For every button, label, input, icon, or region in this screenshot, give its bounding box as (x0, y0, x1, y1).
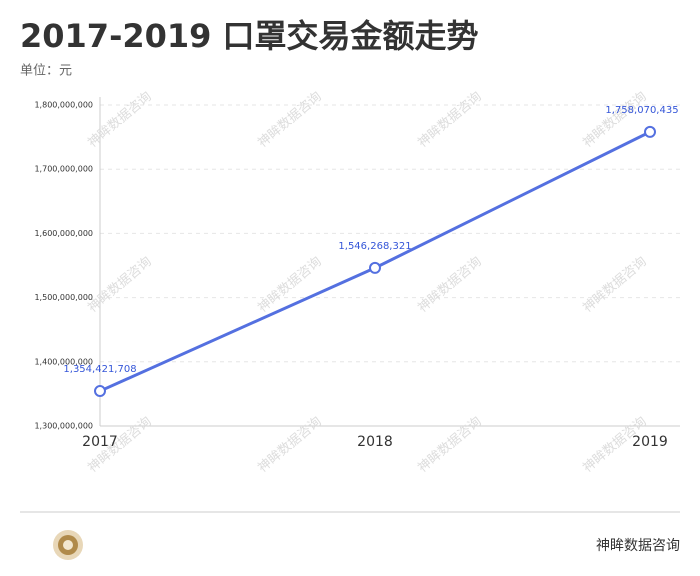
data-label: 1,758,070,435 (605, 105, 678, 116)
y-tick-label: 1,400,000,000 (34, 357, 93, 366)
chart-subtitle: 单位：元 (20, 64, 72, 79)
footer-source: 神眸数据咨询 (596, 537, 680, 554)
y-tick-label: 1,700,000,000 (34, 165, 93, 174)
watermark: 神眸数据咨询 (415, 88, 485, 150)
watermark: 神眸数据咨询 (255, 413, 325, 475)
point (369, 261, 381, 274)
point (94, 385, 106, 398)
x-tick-label: 2018 (357, 434, 393, 450)
data-label: 1,354,421,708 (63, 364, 136, 375)
y-tick-label: 1,300,000,000 (34, 422, 93, 431)
x-tick-label: 2017 (82, 434, 118, 450)
point (644, 125, 656, 138)
watermark: 神眸数据咨询 (85, 253, 155, 315)
watermark: 神眸数据咨询 (580, 88, 650, 150)
y-tick-label: 1,500,000,000 (34, 293, 93, 302)
chart-title: 2017-2019 口罩交易金额走势 (20, 17, 479, 55)
watermark: 神眸数据咨询 (580, 253, 650, 315)
watermark: 神眸数据咨询 (255, 88, 325, 150)
line (99, 130, 651, 393)
watermark: 神眸数据咨询 (415, 413, 485, 475)
y-tick-label: 1,800,000,000 (34, 101, 93, 110)
y-tick-label: 1,600,000,000 (34, 229, 93, 238)
logo (53, 530, 83, 560)
data-label: 1,546,268,321 (338, 241, 411, 252)
watermark: 神眸数据咨询 (415, 253, 485, 315)
x-tick-label: 2019 (632, 434, 668, 450)
watermark: 神眸数据咨询 (85, 88, 155, 150)
